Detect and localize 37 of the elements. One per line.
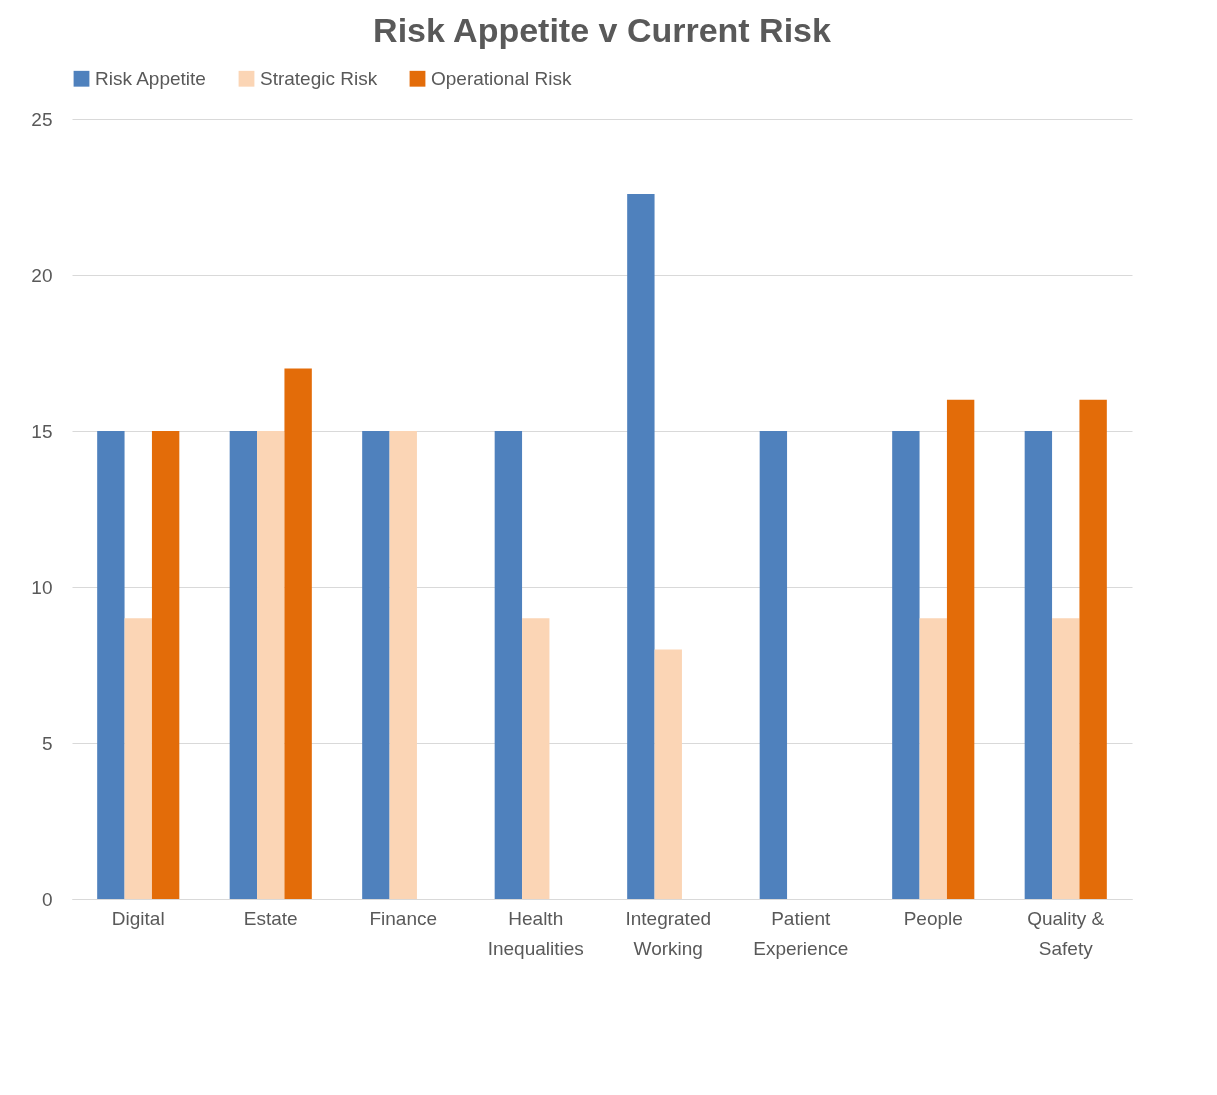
x-tick-label: Finance bbox=[369, 907, 438, 929]
y-tick-label: 20 bbox=[31, 264, 53, 286]
legend-label: Strategic Risk bbox=[260, 67, 378, 89]
bar bbox=[97, 431, 125, 899]
bar bbox=[494, 431, 523, 899]
x-tick-label: Estate bbox=[243, 907, 298, 929]
x-tick-label: Health Inequalities bbox=[487, 907, 584, 959]
bar bbox=[522, 618, 550, 899]
bar bbox=[892, 431, 920, 899]
bar bbox=[284, 368, 312, 899]
legend-label: Risk Appetite bbox=[95, 67, 206, 89]
x-tick-label: Integrated Working bbox=[625, 907, 712, 959]
bar bbox=[229, 431, 258, 899]
bar bbox=[919, 618, 947, 899]
bar bbox=[151, 431, 180, 899]
bar bbox=[124, 618, 152, 899]
bar bbox=[257, 431, 285, 899]
x-tick-label: Quality & Safety bbox=[1027, 907, 1105, 959]
bar bbox=[759, 431, 788, 899]
x-tick-label: Digital bbox=[111, 907, 165, 929]
y-tick-label: 25 bbox=[31, 108, 53, 130]
y-tick-label: 5 bbox=[41, 732, 53, 754]
bar bbox=[654, 649, 682, 899]
bar bbox=[946, 399, 975, 899]
x-tick-label: Patient Experience bbox=[753, 907, 849, 959]
bar bbox=[1052, 618, 1080, 899]
bar bbox=[389, 431, 417, 899]
y-tick-label: 10 bbox=[31, 576, 53, 598]
bar bbox=[627, 193, 655, 899]
y-tick-label: 0 bbox=[41, 888, 53, 910]
y-tick-label: 15 bbox=[31, 420, 53, 442]
chart-title: Risk Appetite v Current Risk bbox=[373, 11, 832, 49]
legend-label: Operational Risk bbox=[431, 67, 572, 89]
bar bbox=[362, 431, 390, 899]
bar bbox=[1079, 399, 1107, 899]
x-tick-label: People bbox=[903, 907, 963, 929]
bar bbox=[1024, 431, 1053, 899]
